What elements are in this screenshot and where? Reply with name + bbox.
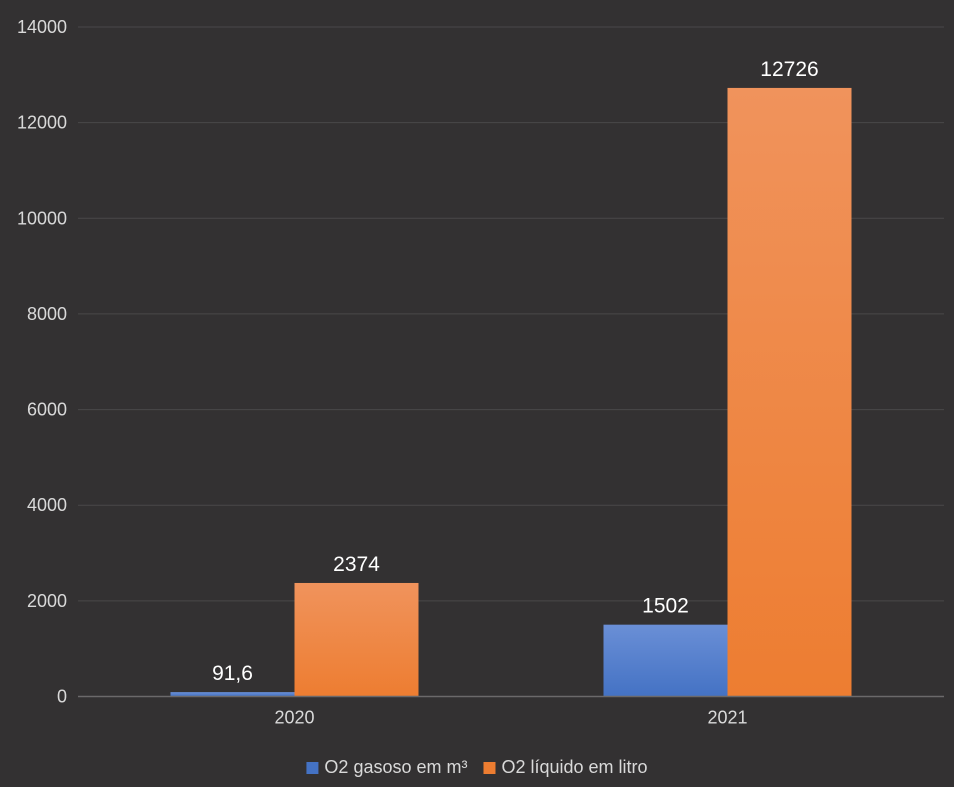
data-label: 91,6 (212, 662, 253, 685)
legend-label: O2 gasoso em m³ (324, 757, 467, 777)
axes: 0 2000 4000 6000 8000 10000 12000 14000 2020 2021 (17, 17, 944, 728)
x-tick-label: 2020 (274, 708, 314, 728)
y-tick-label: 14000 (17, 17, 67, 37)
legend-item: O2 gasoso em m³ (306, 757, 467, 777)
bar-o2-gasoso-2021 (603, 624, 728, 697)
gridlines (78, 26, 944, 602)
y-tick-label: 8000 (27, 304, 67, 324)
bar-o2-gasoso-2020 (170, 692, 295, 697)
data-label: 2374 (333, 553, 380, 576)
data-label: 1502 (642, 595, 689, 618)
y-tick-label: 2000 (27, 591, 67, 611)
legend: O2 gasoso em m³ O2 líquido em litro (306, 757, 648, 777)
bar-o2-liquido-2021 (727, 87, 852, 697)
y-tick-label: 0 (57, 687, 67, 707)
bar-o2-liquido-2020 (294, 582, 419, 697)
legend-item: O2 líquido em litro (483, 757, 648, 777)
y-tick-label: 4000 (27, 495, 67, 515)
y-tick-label: 10000 (17, 208, 67, 228)
legend-swatch (483, 762, 496, 774)
legend-swatch (306, 762, 319, 774)
bars (170, 87, 852, 697)
data-label: 12726 (760, 58, 818, 81)
x-tick-label: 2021 (707, 708, 747, 728)
y-tick-label: 6000 (27, 400, 67, 420)
data-labels: 91,6 2374 1502 12726 (212, 58, 819, 685)
y-tick-label: 12000 (17, 113, 67, 133)
legend-label: O2 líquido em litro (501, 757, 647, 777)
